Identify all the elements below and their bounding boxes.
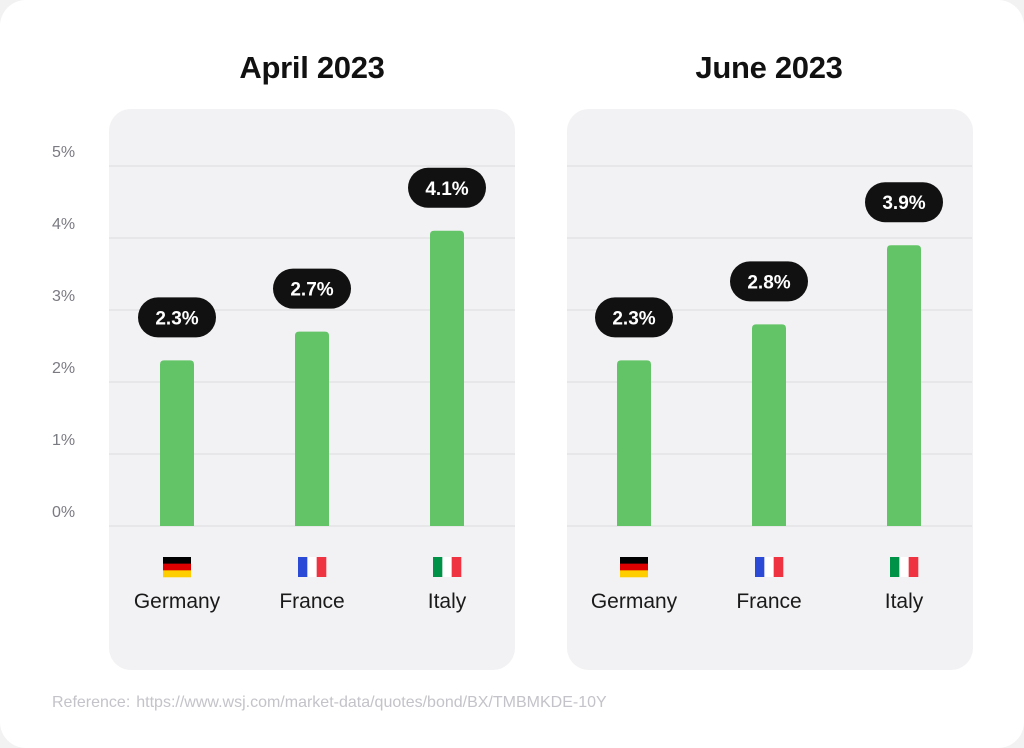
bar (752, 324, 786, 526)
italy-flag-icon (890, 557, 900, 577)
germany-flag-icon (163, 557, 191, 564)
value-badge (273, 268, 351, 309)
june-chart-title: June 2023 (695, 50, 843, 85)
y-tick-label: 3% (52, 288, 75, 305)
category-label: Italy (885, 590, 924, 613)
data-label: 2.3% (612, 308, 655, 329)
france-flag-icon (307, 557, 317, 577)
germany-flag-icon (163, 570, 191, 578)
italy-flag-icon (433, 557, 443, 577)
germany-flag-icon (620, 563, 648, 571)
france-flag-icon (298, 557, 308, 577)
category-label: France (279, 590, 344, 613)
data-label: 2.8% (747, 272, 790, 293)
april-chart-title: April 2023 (239, 50, 385, 85)
reference-note: Reference: https://www.wsj.com/market-dat… (52, 694, 607, 712)
category-label: Italy (428, 590, 467, 613)
data-label: 2.7% (290, 280, 333, 301)
category-label: Germany (134, 590, 221, 613)
bar (617, 360, 651, 526)
germany-flag-icon (163, 563, 191, 571)
value-badge (730, 261, 808, 302)
italy-flag-icon (451, 557, 462, 577)
france-flag-icon (755, 557, 765, 577)
bar (430, 230, 464, 527)
reference-url: https://www.wsj.com/market-data/quotes/b… (136, 694, 607, 711)
y-tick-label: 2% (52, 360, 75, 377)
germany-flag-icon (620, 570, 648, 578)
y-tick-label: 1% (52, 432, 75, 449)
italy-flag-icon (442, 557, 452, 577)
france-flag-icon (316, 557, 327, 577)
y-tick-label: 5% (52, 144, 75, 161)
data-label: 4.1% (425, 179, 468, 200)
category-label: France (736, 590, 801, 613)
bar (887, 245, 921, 526)
reference-label: Reference: (52, 694, 131, 711)
germany-flag-icon (620, 557, 648, 564)
value-badge (408, 167, 486, 208)
france-flag-icon (773, 557, 784, 577)
value-badge (595, 297, 673, 338)
italy-flag-icon (899, 557, 909, 577)
category-label: Germany (591, 590, 678, 613)
france-flag-icon (764, 557, 774, 577)
bar (295, 331, 329, 526)
value-badge (138, 297, 216, 338)
y-tick-label: 0% (52, 504, 75, 521)
bar (160, 360, 194, 526)
italy-flag-icon (908, 557, 919, 577)
y-tick-label: 4% (52, 216, 75, 233)
data-label: 2.3% (155, 308, 198, 329)
value-badge (865, 182, 943, 223)
data-label: 3.9% (882, 193, 925, 214)
